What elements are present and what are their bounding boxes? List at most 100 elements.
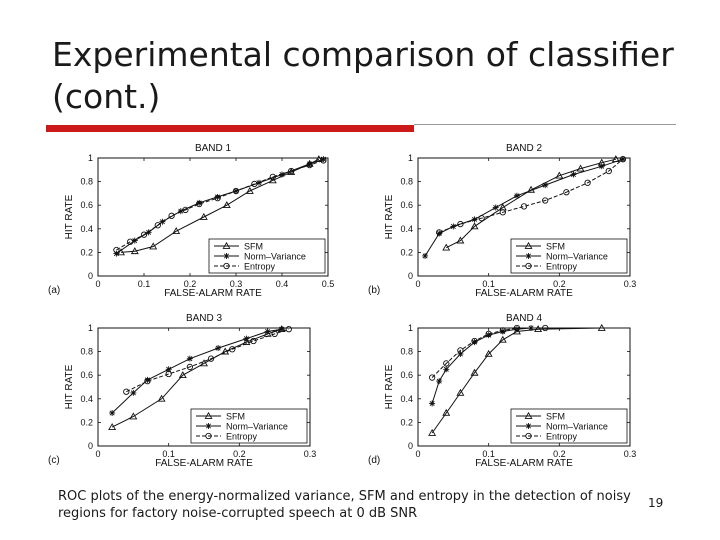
data-point — [443, 360, 450, 367]
y-axis-label: HIT RATE — [384, 364, 395, 409]
y-tick-label: 0.8 — [80, 347, 93, 357]
legend-swatch-marker — [223, 253, 230, 259]
series-circle — [428, 324, 549, 381]
data-point — [214, 193, 221, 200]
legend-swatch-marker — [222, 241, 231, 249]
data-point — [144, 376, 151, 383]
data-point — [436, 229, 443, 236]
data-point — [186, 363, 194, 371]
y-tick-label: 0 — [88, 271, 93, 281]
legend-box — [510, 238, 628, 274]
data-point — [149, 242, 158, 250]
data-point — [429, 400, 436, 407]
series-star — [109, 326, 285, 416]
y-tick-label: 0.6 — [80, 200, 93, 210]
y-tick-label: 0.2 — [400, 247, 413, 257]
legend-label: Norm–Variance — [226, 422, 288, 432]
data-point — [268, 176, 277, 184]
legend-label: SFM — [226, 412, 245, 422]
x-tick-label: 0.1 — [482, 279, 495, 289]
data-point — [436, 230, 443, 237]
data-point — [196, 200, 203, 208]
data-point — [113, 250, 120, 257]
data-point — [306, 160, 313, 167]
data-point — [457, 220, 464, 228]
y-axis-label: HIT RATE — [384, 194, 395, 239]
series-circle — [113, 157, 327, 254]
data-point — [157, 394, 166, 402]
x-axis-label: FALSE-ALARM RATE — [475, 288, 573, 299]
data-point — [597, 323, 606, 331]
data-point — [320, 156, 327, 163]
data-point — [199, 212, 208, 220]
data-point — [256, 179, 262, 186]
plot-frame — [417, 157, 631, 277]
data-point — [207, 355, 215, 362]
legend-swatch-marker — [524, 241, 533, 249]
page-number: 19 — [648, 496, 664, 510]
data-point — [498, 335, 507, 343]
x-tick-label: 0 — [95, 279, 100, 289]
data-point — [428, 374, 436, 381]
data-point — [250, 337, 257, 345]
roc-figure: BAND 1 0 0.1 0.2 0.3 0.4 0.5 0 0.2 0.4 0.6 0.8 1 FALS… — [48, 143, 636, 469]
y-tick-label: 0 — [408, 441, 413, 451]
data-point — [222, 201, 231, 209]
legend-swatch-marker — [525, 432, 532, 440]
panel-label: (d) — [368, 455, 380, 466]
data-point — [471, 216, 478, 223]
panel-label: (c) — [48, 455, 60, 466]
data-point — [499, 327, 506, 334]
y-tick-label: 1 — [408, 153, 413, 163]
y-tick-label: 1 — [88, 153, 93, 163]
data-point — [428, 428, 437, 436]
plot-frame — [97, 327, 311, 447]
data-point — [484, 349, 493, 357]
legend-swatch-marker — [223, 262, 230, 270]
x-axis-label: FALSE-ALARM RATE — [475, 458, 573, 469]
panel-label: (b) — [368, 285, 380, 296]
data-point — [570, 171, 577, 178]
data-point — [542, 324, 549, 332]
data-point — [154, 222, 161, 229]
legend-swatch-marker — [525, 253, 532, 259]
data-point — [456, 388, 465, 396]
x-tick-label: 0 — [95, 449, 100, 459]
y-tick-label: 0.6 — [80, 370, 93, 380]
data-point — [563, 189, 570, 196]
panel-1: BAND 1 0 0.1 0.2 0.3 0.4 0.5 0 0.2 0.4 0.6 0.8 1 FALS… — [48, 143, 334, 299]
data-point — [443, 366, 450, 373]
data-point — [555, 171, 564, 179]
title-rule-accent — [46, 125, 414, 132]
data-point — [243, 335, 250, 342]
data-point — [144, 377, 151, 385]
series-circle — [123, 326, 292, 395]
data-point — [178, 371, 187, 379]
y-tick-label: 0.6 — [400, 370, 413, 380]
data-point — [279, 171, 285, 178]
legend-label: Norm–Variance — [546, 422, 608, 432]
series-line — [116, 159, 324, 251]
data-point — [471, 339, 478, 346]
data-point — [242, 338, 251, 346]
slide-title: Experimental comparison of classifier (c… — [52, 35, 674, 116]
data-point — [492, 204, 499, 211]
x-tick-label: 0.5 — [322, 279, 335, 289]
chart-title: BAND 3 — [186, 313, 223, 324]
legend-label: SFM — [546, 242, 565, 252]
data-point — [127, 238, 134, 245]
y-tick-label: 0.8 — [400, 347, 413, 357]
data-point — [278, 326, 285, 333]
y-axis-label: HIT RATE — [64, 194, 75, 239]
chart-title: BAND 4 — [506, 313, 543, 324]
panel-3: BAND 3 0 0.1 0.2 0.3 0 0.2 0.4 0.6 0.8 1 FALSE-ALAR… — [48, 313, 316, 469]
data-point — [576, 164, 585, 172]
y-tick-label: 0.4 — [80, 394, 93, 404]
data-point — [165, 366, 172, 373]
legend-label: Entropy — [244, 262, 276, 272]
data-point — [245, 186, 254, 194]
